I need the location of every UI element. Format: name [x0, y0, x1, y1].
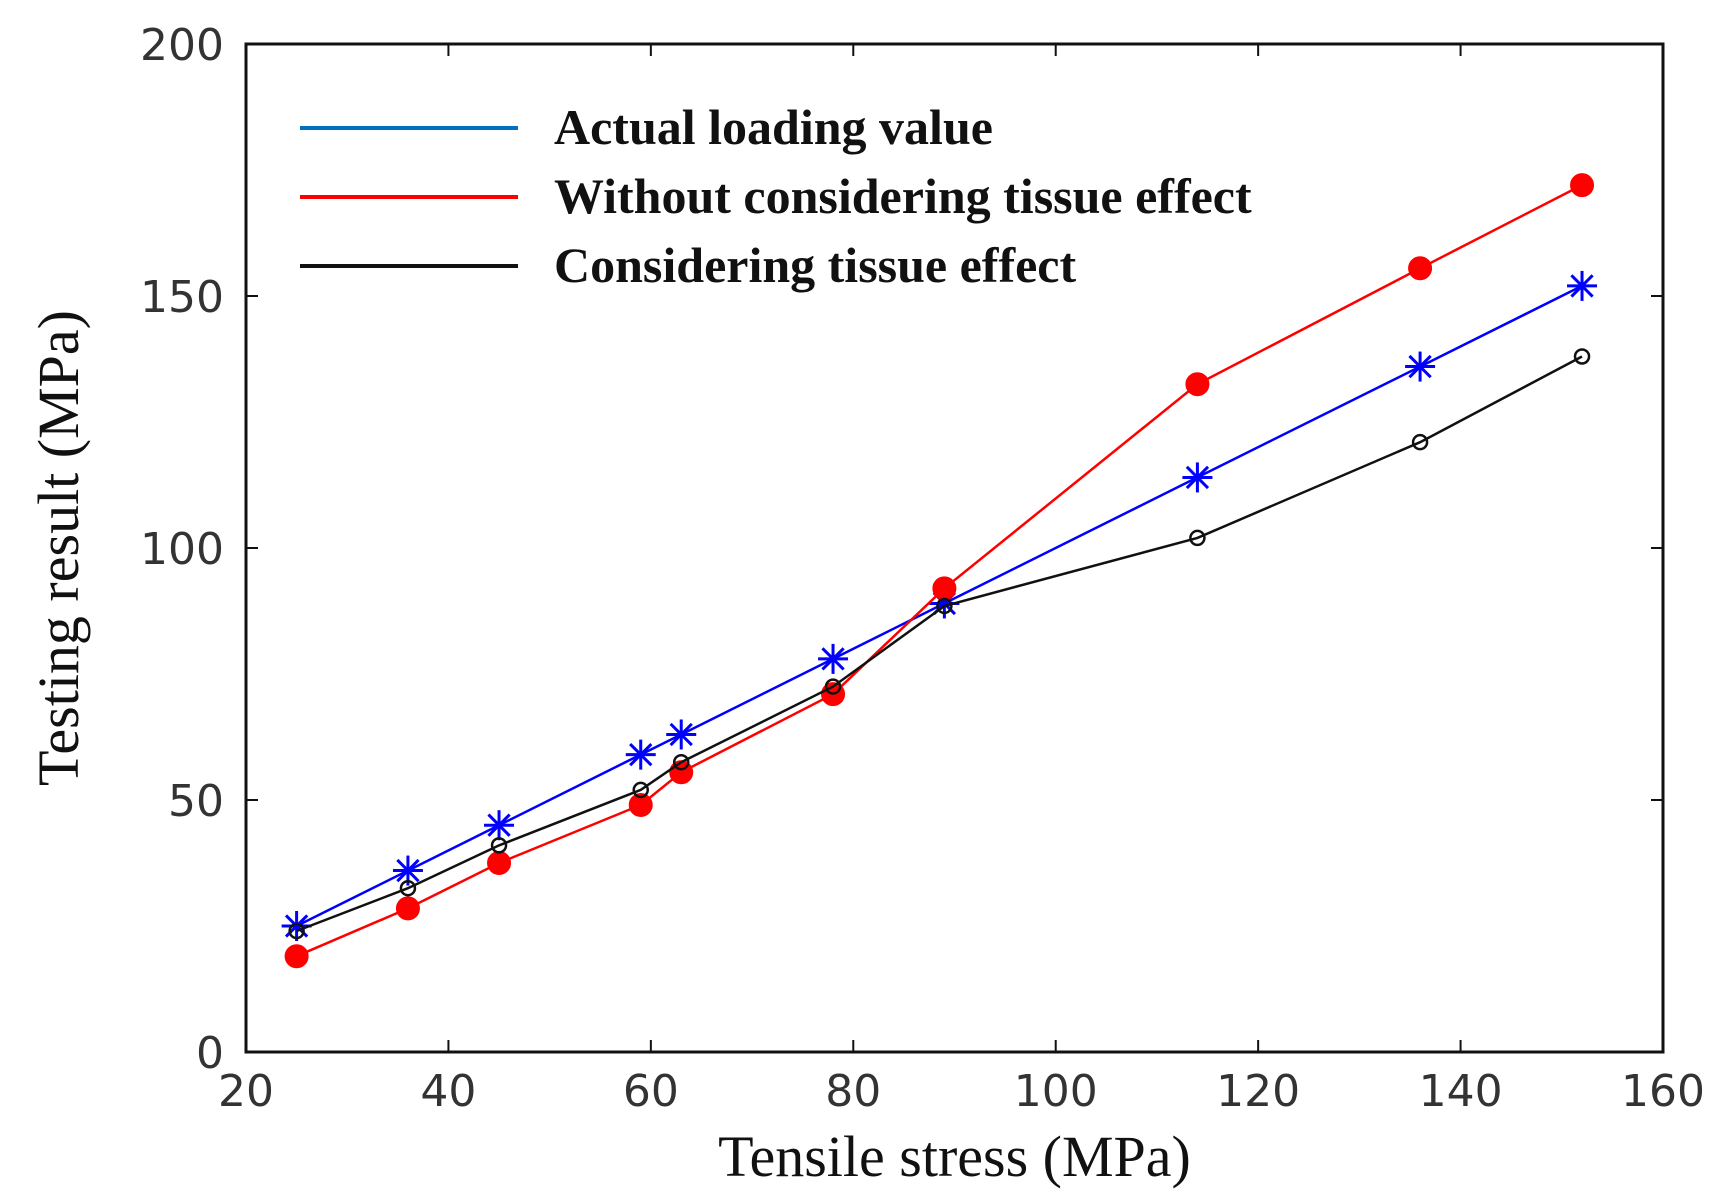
legend-label: Actual loading value — [554, 99, 993, 155]
y-tick-label: 100 — [140, 524, 224, 575]
x-tick-label: 120 — [1216, 1066, 1300, 1117]
series-layer — [281, 173, 1598, 969]
axis-ticks: 20 40 60 80 100 120 140 160 0 50 100 150 200 — [140, 20, 1705, 1117]
data-point-open-circle — [1189, 529, 1206, 547]
data-point-filled-circle — [284, 944, 309, 969]
asterisk-stroke — [487, 813, 511, 837]
legend-label: Without considering tissue effect — [554, 168, 1252, 224]
series-line — [296, 183, 1583, 958]
data-point-asterisk — [666, 719, 697, 750]
data-point-open-circle — [936, 597, 953, 615]
x-tick-label: 20 — [218, 1066, 274, 1117]
data-point-asterisk — [1405, 351, 1436, 382]
x-axis-title: Tensile stress (MPa) — [718, 1124, 1191, 1189]
legend-label: Considering tissue effect — [554, 237, 1076, 293]
x-tick-label: 80 — [825, 1066, 881, 1117]
data-point-filled-circle — [1185, 372, 1210, 397]
data-point-asterisk — [625, 739, 656, 770]
y-tick-label: 50 — [168, 776, 224, 827]
data-point-filled-circle — [1408, 256, 1433, 281]
series-line — [296, 284, 1583, 928]
legend-item: Considering tissue effect — [300, 237, 1076, 293]
data-point-open-circle — [399, 879, 417, 897]
series-1 — [284, 173, 1595, 969]
series-2 — [288, 348, 1591, 940]
data-point-open-circle — [1411, 433, 1429, 451]
x-tick-label: 40 — [420, 1066, 476, 1117]
legend: Actual loading value Without considering … — [300, 99, 1252, 293]
data-point-open-circle — [288, 922, 305, 940]
asterisk-stroke — [1570, 274, 1594, 298]
data-point-asterisk — [484, 810, 515, 841]
data-point-open-circle — [490, 837, 508, 854]
legend-item: Without considering tissue effect — [300, 168, 1252, 224]
x-tick-label: 60 — [623, 1066, 679, 1117]
asterisk-stroke — [396, 858, 420, 883]
data-point-asterisk — [1567, 270, 1598, 301]
legend-item: Actual loading value — [300, 99, 993, 155]
y-tick-label: 200 — [140, 20, 224, 71]
y-axis-title: Testing result (MPa) — [26, 310, 91, 786]
asterisk-stroke — [669, 722, 693, 747]
plot-frame — [244, 42, 1665, 1054]
data-point-open-circle — [672, 753, 690, 771]
data-point-filled-circle — [628, 793, 653, 818]
data-point-open-circle — [1573, 348, 1591, 365]
y-tick-label: 150 — [140, 272, 224, 323]
data-point-filled-circle — [1570, 173, 1595, 198]
data-point-open-circle — [632, 781, 649, 799]
asterisk-stroke — [1408, 354, 1432, 379]
x-tick-label: 160 — [1621, 1066, 1705, 1117]
data-point-asterisk — [1182, 462, 1213, 493]
data-point-asterisk — [818, 643, 849, 674]
asterisk-stroke — [629, 742, 653, 767]
x-tick-label: 140 — [1419, 1066, 1503, 1117]
asterisk-stroke — [821, 647, 845, 671]
x-tick-label: 100 — [1014, 1066, 1098, 1117]
data-point-filled-circle — [932, 576, 957, 601]
y-tick-label: 0 — [196, 1028, 224, 1079]
asterisk-stroke — [1185, 465, 1210, 490]
data-point-filled-circle — [395, 896, 420, 921]
data-point-filled-circle — [487, 851, 512, 875]
data-point-open-circle — [824, 678, 842, 695]
series-line — [296, 355, 1583, 933]
